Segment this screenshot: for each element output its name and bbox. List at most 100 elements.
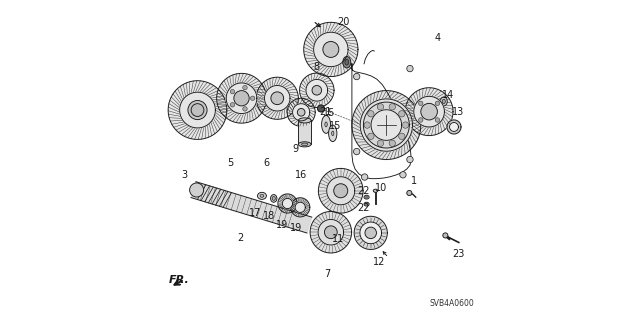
Ellipse shape [257, 192, 266, 199]
Polygon shape [295, 202, 305, 212]
Circle shape [234, 91, 249, 106]
Text: 8: 8 [313, 62, 319, 72]
Bar [298, 121, 311, 145]
Polygon shape [318, 219, 344, 245]
Circle shape [443, 233, 448, 238]
Ellipse shape [321, 115, 330, 133]
Circle shape [389, 140, 396, 146]
Text: 19: 19 [290, 223, 302, 234]
Polygon shape [264, 85, 290, 111]
Text: 16: 16 [295, 170, 307, 180]
Circle shape [377, 104, 383, 110]
Polygon shape [300, 73, 334, 108]
Text: 12: 12 [373, 256, 385, 267]
Ellipse shape [271, 195, 277, 202]
Circle shape [365, 227, 376, 239]
Polygon shape [354, 216, 387, 249]
Polygon shape [326, 177, 355, 205]
Circle shape [312, 85, 321, 95]
Text: 3: 3 [181, 170, 188, 180]
Polygon shape [292, 104, 310, 121]
Ellipse shape [343, 56, 351, 68]
Circle shape [435, 101, 440, 106]
Polygon shape [217, 73, 266, 123]
Polygon shape [447, 120, 461, 134]
Circle shape [435, 118, 440, 122]
Ellipse shape [364, 202, 369, 206]
Ellipse shape [332, 131, 334, 136]
Text: FR.: FR. [169, 275, 190, 285]
Polygon shape [371, 110, 402, 140]
Circle shape [419, 101, 423, 106]
Ellipse shape [298, 118, 311, 123]
Circle shape [399, 133, 405, 139]
Text: 21: 21 [319, 107, 332, 117]
Polygon shape [256, 77, 298, 119]
Ellipse shape [442, 100, 445, 103]
Circle shape [271, 92, 284, 105]
Text: 15: 15 [329, 121, 342, 131]
Circle shape [353, 148, 360, 155]
Ellipse shape [345, 59, 349, 65]
Circle shape [367, 133, 374, 139]
Text: 18: 18 [263, 211, 275, 221]
Circle shape [230, 89, 235, 94]
Circle shape [230, 103, 235, 107]
Circle shape [364, 122, 371, 128]
Text: 15: 15 [323, 108, 335, 118]
Circle shape [403, 122, 409, 128]
Polygon shape [226, 83, 257, 114]
Text: 4: 4 [435, 33, 441, 43]
Circle shape [389, 104, 396, 110]
Circle shape [250, 96, 255, 100]
Text: 17: 17 [249, 208, 261, 218]
Circle shape [317, 105, 324, 112]
Text: 22: 22 [357, 203, 369, 213]
Ellipse shape [325, 122, 327, 127]
Circle shape [353, 73, 360, 80]
Text: 6: 6 [264, 158, 270, 168]
Polygon shape [304, 22, 358, 77]
Polygon shape [226, 83, 257, 114]
Ellipse shape [373, 189, 378, 192]
Polygon shape [319, 168, 363, 213]
Circle shape [243, 107, 247, 111]
Polygon shape [168, 81, 227, 139]
Ellipse shape [260, 194, 264, 197]
Circle shape [243, 85, 247, 90]
Ellipse shape [272, 197, 275, 200]
Polygon shape [291, 198, 310, 217]
Polygon shape [310, 211, 351, 253]
Circle shape [188, 100, 207, 120]
Text: 7: 7 [324, 269, 330, 279]
Polygon shape [449, 122, 458, 131]
Circle shape [362, 174, 368, 180]
Ellipse shape [440, 97, 447, 106]
Polygon shape [306, 79, 328, 101]
Text: SVB4A0600: SVB4A0600 [430, 299, 475, 308]
Ellipse shape [365, 204, 367, 205]
Polygon shape [364, 102, 410, 148]
Text: 22: 22 [357, 186, 369, 196]
Polygon shape [180, 92, 216, 128]
Circle shape [400, 172, 406, 178]
Polygon shape [282, 198, 292, 209]
Ellipse shape [301, 143, 308, 145]
Circle shape [324, 226, 337, 239]
Polygon shape [278, 194, 297, 213]
Circle shape [333, 184, 348, 198]
Text: 10: 10 [375, 183, 387, 193]
Ellipse shape [364, 195, 369, 199]
Polygon shape [360, 99, 413, 151]
Polygon shape [314, 32, 348, 67]
Circle shape [407, 156, 413, 163]
Circle shape [419, 118, 423, 122]
Circle shape [323, 41, 339, 57]
Polygon shape [405, 88, 453, 136]
Text: 20: 20 [338, 17, 350, 27]
Polygon shape [352, 91, 421, 160]
Ellipse shape [191, 104, 204, 116]
Ellipse shape [328, 125, 337, 142]
Polygon shape [414, 96, 444, 127]
Circle shape [377, 140, 383, 146]
